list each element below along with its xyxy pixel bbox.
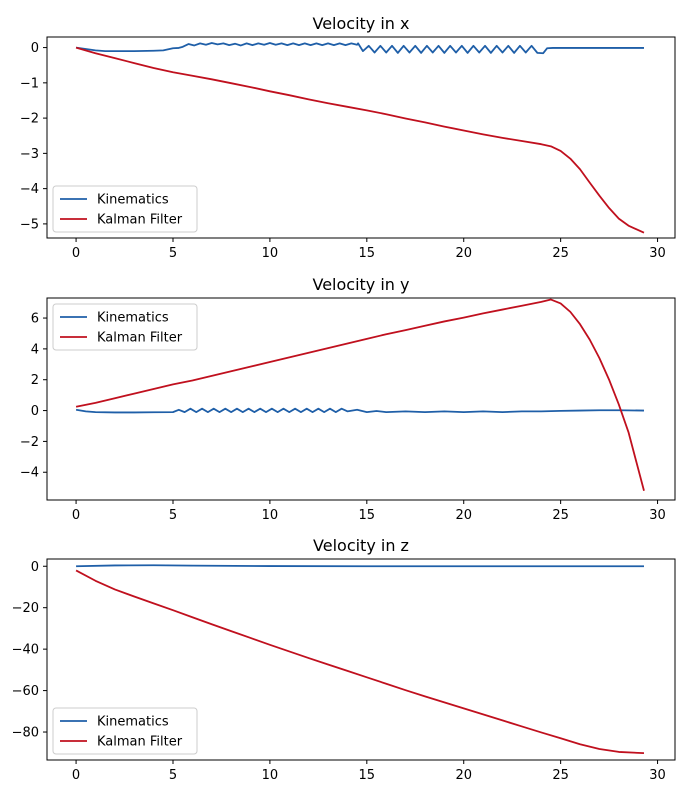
x-tick-label: 0 — [72, 768, 80, 783]
y-tick-label: −1 — [20, 76, 39, 91]
y-tick-label: 0 — [31, 560, 39, 575]
series-line-kalman-filter — [75, 569, 645, 755]
x-tick-label: 10 — [262, 246, 279, 261]
x-tick-label: 5 — [169, 246, 177, 261]
y-tick-label: −20 — [12, 601, 39, 616]
y-tick-label: 0 — [31, 41, 39, 56]
legend-box — [52, 707, 198, 755]
chart-title: Velocity in z — [313, 536, 409, 555]
y-tick-label: 4 — [31, 342, 39, 357]
x-tick-label: 5 — [169, 768, 177, 783]
y-tick-label: −80 — [12, 726, 39, 741]
y-tick-label: 0 — [31, 404, 39, 419]
x-tick-label: 30 — [649, 246, 666, 261]
x-tick-label: 25 — [552, 246, 569, 261]
chart-panel-1: 0 5 10 15 20 25 30 0 −1 −2 −3 −4 −5 Velocity in x Kine… — [20, 14, 676, 261]
x-tick-label: 0 — [72, 246, 80, 261]
axes-frame — [46, 36, 676, 239]
series-line-kalman-filter — [75, 46, 645, 234]
x-tick-label: 15 — [359, 246, 376, 261]
series-line-kinematics — [76, 564, 644, 568]
x-tick-label: 25 — [552, 768, 569, 783]
axes-frame — [46, 297, 676, 501]
y-tick-label: −60 — [12, 684, 39, 699]
x-tick-label: 30 — [649, 508, 666, 523]
x-tick-label: 5 — [169, 508, 177, 523]
legend-label-kinematics: Kinematics — [97, 193, 169, 208]
x-tick-label: 10 — [262, 768, 279, 783]
legend-label-kalman-filter: Kalman Filter — [97, 331, 183, 346]
y-tick-label: −4 — [20, 466, 39, 481]
legend-box — [52, 185, 198, 233]
x-tick-label: 10 — [262, 508, 279, 523]
legend: Kinematics Kalman Filter — [52, 707, 198, 755]
y-tick-label: −3 — [20, 147, 39, 162]
legend-label-kalman-filter: Kalman Filter — [97, 735, 183, 750]
legend-label-kinematics: Kinematics — [97, 311, 169, 326]
axes-frame — [46, 558, 676, 761]
chart-title: Velocity in x — [313, 14, 410, 33]
x-tick-label: 25 — [552, 508, 569, 523]
legend: Kinematics Kalman Filter — [52, 303, 198, 351]
y-tick-label: −5 — [20, 217, 39, 232]
x-tick-label: 15 — [359, 508, 376, 523]
legend-label-kalman-filter: Kalman Filter — [97, 213, 183, 228]
series-line-kalman-filter — [75, 298, 645, 491]
series-line-kinematics — [75, 407, 645, 414]
legend-box — [52, 303, 198, 351]
x-tick-label: 20 — [455, 768, 472, 783]
chart-panel-3: 0 5 10 15 20 25 30 0 −20 −40 −60 −80 Velocity in z Ki… — [12, 536, 676, 783]
y-tick-label: 2 — [31, 373, 39, 388]
y-tick-label: −4 — [20, 182, 39, 197]
y-tick-label: −2 — [20, 435, 39, 450]
legend: Kinematics Kalman Filter — [52, 185, 198, 233]
y-tick-label: −40 — [12, 643, 39, 658]
legend-label-kinematics: Kinematics — [97, 715, 169, 730]
y-tick-label: 6 — [31, 312, 39, 327]
chart-title: Velocity in y — [313, 275, 410, 294]
series-line-kinematics — [75, 42, 644, 55]
x-tick-label: 30 — [649, 768, 666, 783]
x-tick-label: 20 — [455, 246, 472, 261]
x-tick-label: 20 — [455, 508, 472, 523]
x-tick-label: 15 — [359, 768, 376, 783]
x-tick-label: 0 — [72, 508, 80, 523]
y-tick-label: −2 — [20, 112, 39, 127]
